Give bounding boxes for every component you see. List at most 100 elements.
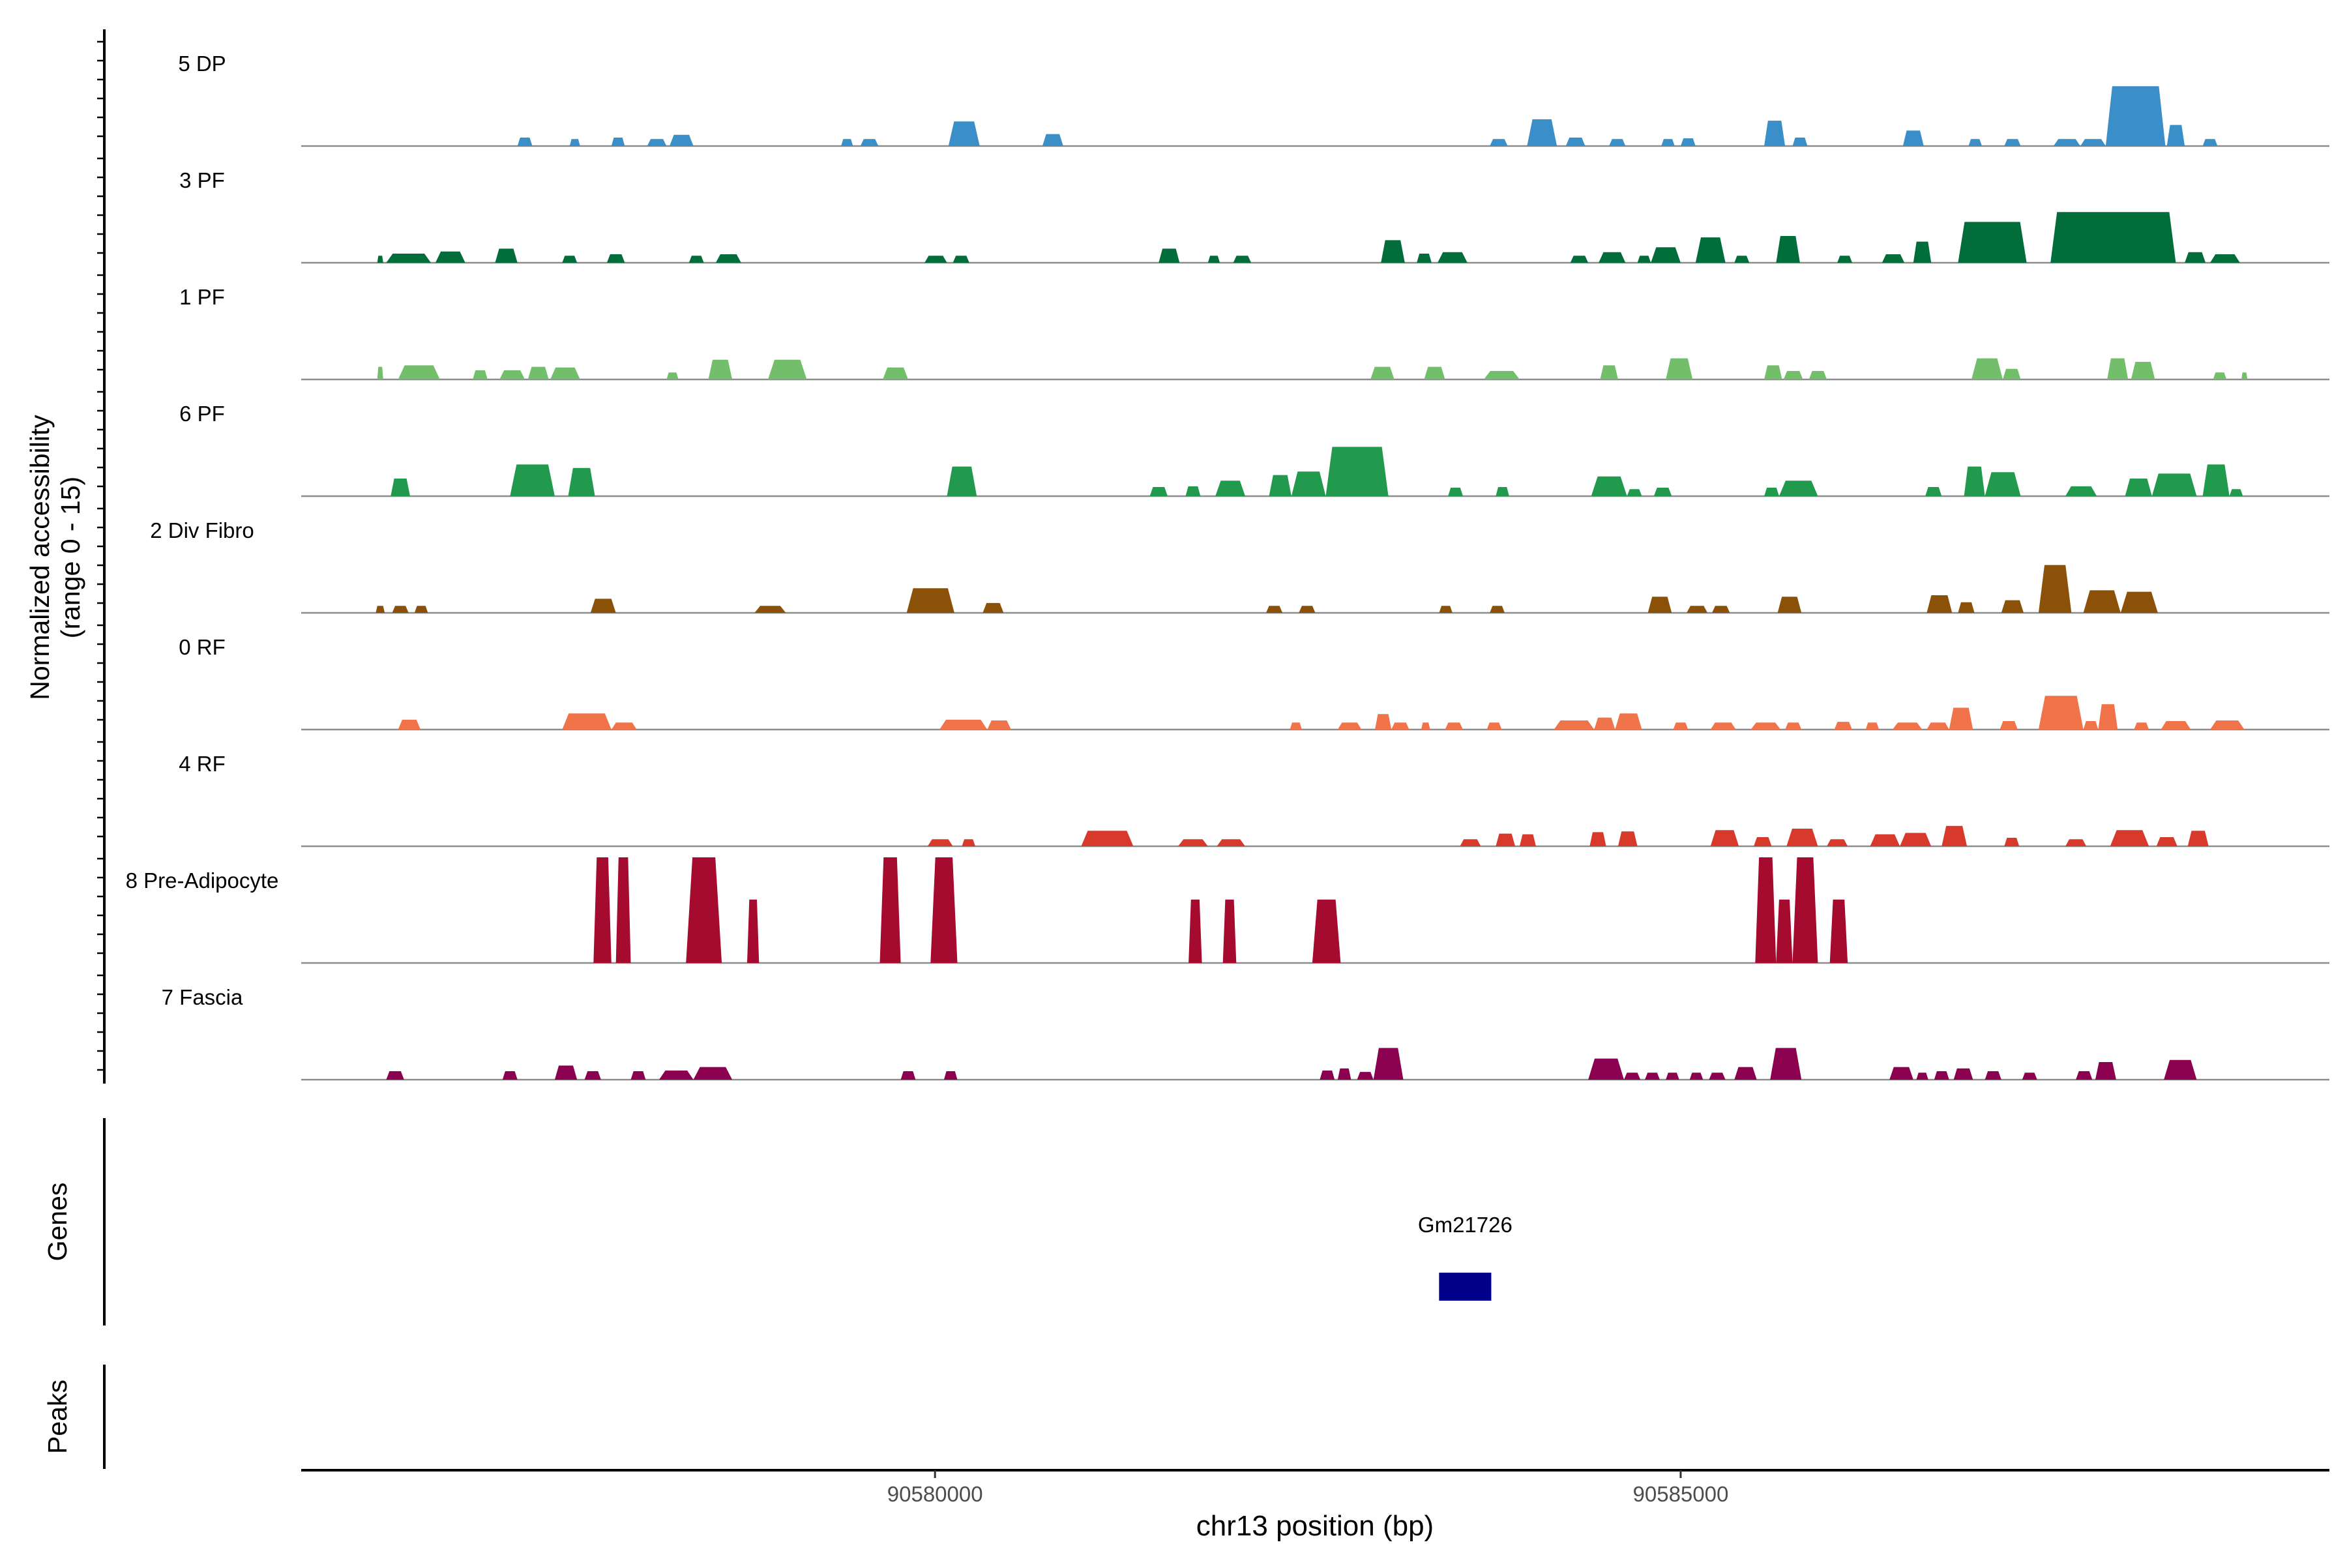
coverage-peak [562, 713, 612, 730]
coverage-peak [590, 599, 616, 613]
coverage-peak [883, 367, 908, 379]
coverage-peak [527, 366, 549, 379]
coverage-peak [1519, 834, 1536, 846]
coverage-peak [1589, 832, 1606, 846]
coverage-peak [1320, 1071, 1335, 1080]
coverage-peak [2098, 704, 2118, 730]
track-label-0-rf: 0 RF [179, 635, 226, 659]
coverage-peak [666, 372, 679, 379]
coverage-peak [1178, 839, 1208, 846]
coverage-peak [1653, 488, 1672, 496]
coverage-peak [1783, 371, 1803, 379]
coverage-peak [1375, 714, 1392, 730]
coverage-peak [1149, 487, 1168, 496]
coverage-peak [860, 139, 879, 146]
coverage-peak [1391, 722, 1410, 730]
coverage-peak [1834, 722, 1852, 730]
coverage-peak [1490, 606, 1505, 613]
coverage-peak [1185, 486, 1201, 496]
coverage-peak [1680, 138, 1696, 146]
coverage-peak [2210, 254, 2240, 263]
coverage-peak [647, 139, 667, 146]
coverage-peak [1900, 833, 1932, 846]
coverage-peak [1958, 602, 1975, 613]
track-label-4-rf: 4 RF [179, 752, 226, 776]
coverage-peak [1829, 899, 1848, 963]
coverage-peak [2065, 486, 2097, 496]
coverage-peak [1570, 256, 1589, 263]
coverage-peak [947, 466, 977, 496]
track-5-dp: 5 DP [178, 52, 2329, 147]
coverage-peak [2202, 139, 2218, 146]
coverage-peak [1357, 1072, 1374, 1080]
coverage-peak [1754, 837, 1772, 846]
coverage-peak [2038, 565, 2072, 613]
coverage-peak [2095, 1062, 2116, 1080]
coverage-peak [924, 256, 947, 263]
coverage-peak [584, 1071, 601, 1080]
coverage-peak [2156, 837, 2177, 846]
coverage-peak [1661, 139, 1675, 146]
coverage-peak [1381, 240, 1405, 263]
coverage-peak [1042, 134, 1063, 146]
coverage-peak [708, 359, 733, 379]
coverage-peak [2001, 600, 2024, 613]
coverage-peak [1445, 722, 1463, 730]
accessibility-tracks: 5 DP 3 PF 1 PF 6 PF 2 Div Fibro 0 RF 4 RF 8 Pre… [126, 52, 2329, 1081]
coverage-peak [1217, 839, 1245, 846]
coverage-peak [1916, 1072, 1928, 1080]
coverage-peak [1438, 252, 1468, 263]
coverage-peak [962, 839, 975, 846]
coverage-peak [939, 719, 988, 730]
coverage-peak [2213, 372, 2227, 379]
coverage-peak [1892, 722, 1923, 730]
coverage-peak [377, 366, 383, 379]
coverage-peak [2120, 591, 2158, 613]
coverage-peak [611, 722, 637, 730]
coverage-peak [1337, 722, 1362, 730]
track-8-pre-adipocyte: 8 Pre-Adipocyte [126, 857, 2329, 964]
coverage-peak [2229, 489, 2243, 496]
track-label-7-fascia: 7 Fascia [162, 985, 243, 1009]
track-label-5-dp: 5 DP [178, 52, 226, 76]
coverage-peak [1837, 256, 1852, 263]
coverage-peak [1637, 256, 1651, 263]
coverage-peak [386, 1071, 404, 1080]
coverage-peak [982, 602, 1004, 613]
coverage-peak [2004, 139, 2021, 146]
coverage-peak [1889, 1067, 1913, 1080]
accessibility-y-axis [97, 29, 106, 1084]
coverage-peak [659, 1071, 694, 1080]
track-6-pf: 6 PF [179, 402, 2329, 497]
track-0-rf: 0 RF [179, 635, 2329, 731]
coverage-peak [1421, 722, 1430, 730]
track-2-div-fibro: 2 Div Fibro [150, 518, 2329, 614]
coverage-peak [1882, 254, 1905, 263]
coverage-peak [1600, 365, 1618, 379]
track-3-pf: 3 PF [179, 168, 2329, 264]
coverage-peak [1712, 606, 1730, 613]
coverage-peak [1496, 833, 1515, 846]
coverage-peak [693, 1067, 733, 1080]
coverage-peak [1312, 899, 1341, 963]
coverage-peak [1734, 1067, 1757, 1080]
coverage-peak [2131, 362, 2155, 379]
coverage-peak [2185, 252, 2206, 263]
coverage-peak [2022, 1072, 2037, 1080]
coverage-peak [391, 479, 410, 496]
coverage-peak [754, 606, 786, 613]
track-label-3-pf: 3 PF [179, 168, 225, 192]
coverage-peak [510, 464, 555, 496]
track-7-fascia: 7 Fascia [162, 985, 2329, 1081]
track-label-6-pf: 6 PF [179, 402, 225, 426]
coverage-peak [1985, 472, 2021, 496]
coverage-peak [1689, 1072, 1704, 1080]
coverage-peak [943, 1071, 958, 1080]
coverage-peak [376, 606, 385, 613]
coverage-peak [2065, 839, 2087, 846]
coverage-peak [1666, 358, 1693, 379]
coverage-peak [2083, 721, 2099, 730]
coverage-peak [747, 899, 760, 963]
coverage-peak [2161, 721, 2191, 730]
